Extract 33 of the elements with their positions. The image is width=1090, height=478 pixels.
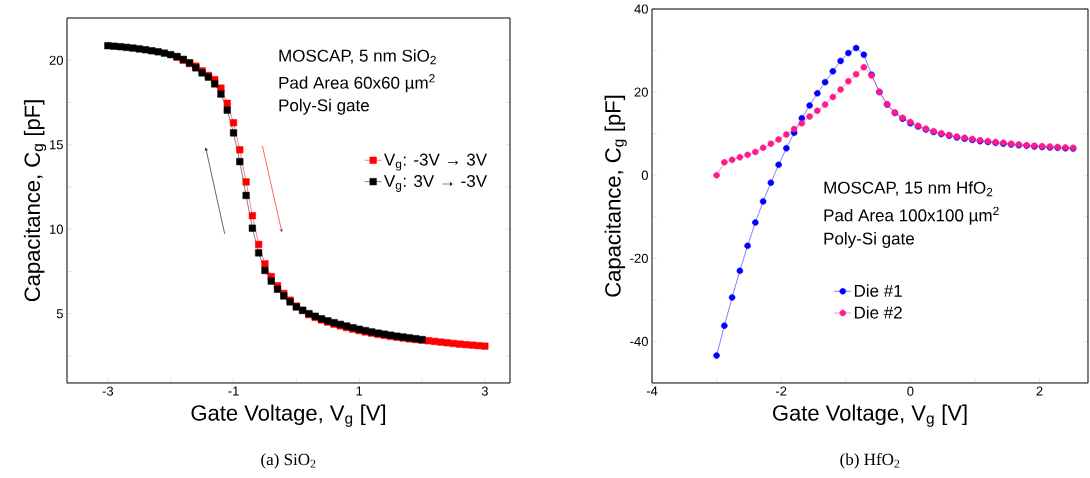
y-axis-title: Capacitance, C$_{g}$ [pF] — [23, 100, 47, 302]
text: (b) HfO$_{2}$ — [840, 453, 900, 469]
y-tick-label: 40 — [634, 4, 648, 14]
x-tick-label: 0 — [907, 386, 914, 396]
x-tick-label: 1 — [356, 386, 363, 396]
annotation: Pad Area 60x60 µm$^{2}$ — [279, 74, 435, 93]
x-tick-label: -4 — [646, 386, 658, 396]
y-tick-label: 20 — [634, 87, 648, 97]
text: (a) SiO$_{2}$ — [261, 453, 316, 469]
annotation: MOSCAP, 15 nm HfO$_{2}$ — [824, 181, 993, 197]
y-tick-label: -40 — [630, 336, 648, 347]
x-tick-label: -3 — [102, 386, 114, 396]
y-tick-label: 0 — [641, 170, 648, 180]
x-tick-label: 3 — [481, 386, 488, 396]
legend-label: Die #1 — [854, 284, 902, 297]
annotation: Poly-Si gate — [279, 98, 369, 115]
x-tick-label: -1 — [228, 386, 239, 396]
legend-label: Die #2 — [854, 306, 902, 319]
annotation: MOSCAP, 5 nm SiO$_{2}$ — [279, 49, 436, 65]
y-tick-label: 15 — [50, 140, 63, 150]
x-tick-label: 2 — [1036, 386, 1043, 396]
x-tick-label: -2 — [775, 386, 787, 396]
annotation: Poly-Si gate — [824, 232, 914, 248]
x-axis-title: Gate Voltage, V$_{g}$ [V] — [773, 404, 967, 427]
y-axis-title: Capacitance, C$_{g}$ [pF] — [604, 95, 627, 297]
legend-label: V$_{g}$: -3V → 3V — [384, 153, 488, 171]
x-axis-title: Gate Voltage, V$_{g}$ [V] — [191, 404, 386, 427]
y-tick-label: 10 — [50, 224, 63, 234]
legend-label: V$_{g}$: 3V → -3V — [384, 174, 488, 192]
annotation: Pad Area 100x100 µm$^{2}$ — [824, 206, 999, 225]
y-tick-label: 5 — [56, 309, 63, 319]
y-tick-label: -20 — [630, 253, 648, 263]
y-tick-label: 20 — [49, 55, 63, 65]
